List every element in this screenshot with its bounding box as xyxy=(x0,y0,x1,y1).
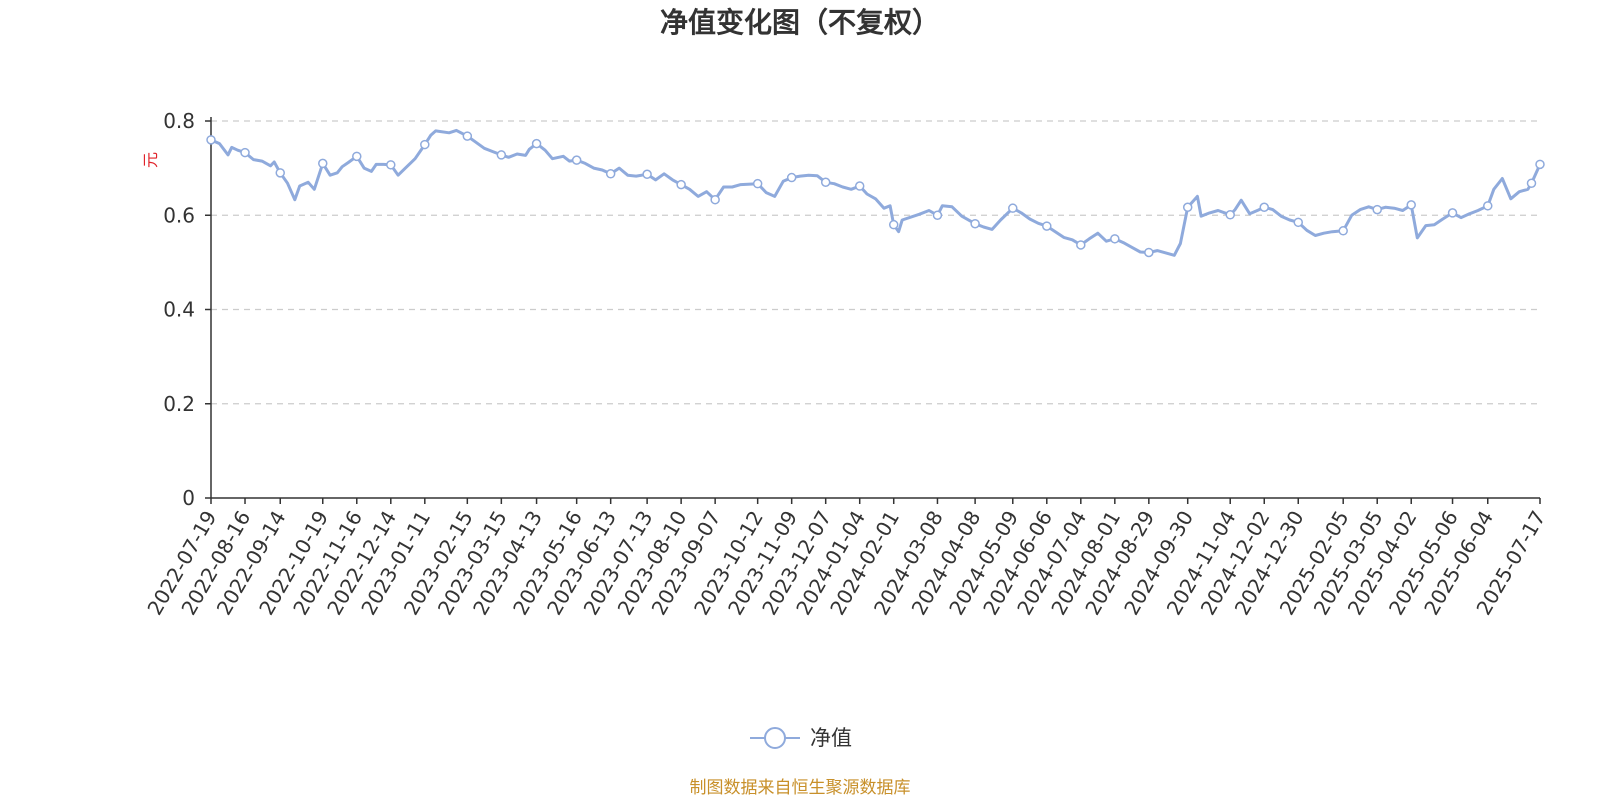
data-point-marker xyxy=(386,160,396,170)
data-point-marker xyxy=(206,135,216,145)
y-tick-label: 0.2 xyxy=(163,392,195,416)
data-point-marker xyxy=(462,131,473,141)
data-point-marker xyxy=(1526,178,1537,188)
data-point-marker xyxy=(1535,159,1545,170)
data-point-marker xyxy=(1110,234,1120,244)
y-tick-label: 0.6 xyxy=(163,203,195,227)
data-point-marker xyxy=(1076,240,1086,250)
data-point-marker xyxy=(1406,200,1416,210)
axes: 00.20.40.60.82022-07-192022-08-162022-09… xyxy=(142,109,1550,619)
data-point-marker xyxy=(1042,221,1052,231)
y-tick-label: 0.8 xyxy=(163,109,195,133)
y-axis-unit-label: 元 xyxy=(141,152,160,168)
data-point-marker xyxy=(1008,203,1018,213)
data-point-marker xyxy=(970,218,980,229)
data-point-marker xyxy=(318,158,328,169)
data-point-marker xyxy=(420,139,430,150)
legend[interactable]: 净值 xyxy=(750,726,852,750)
chart-title: 净值变化图（不复权） xyxy=(660,6,940,39)
series-line-nav xyxy=(209,128,1542,257)
data-point-marker xyxy=(1225,210,1235,220)
data-point-marker xyxy=(710,194,720,205)
data-point-marker xyxy=(642,169,652,180)
data-point-marker xyxy=(1338,226,1348,236)
legend-label: 净值 xyxy=(810,726,852,750)
data-point-marker xyxy=(531,138,542,149)
data-point-marker xyxy=(352,151,362,162)
data-point-marker xyxy=(676,179,686,190)
y-tick-label: 0.4 xyxy=(163,298,195,322)
data-source-note: 制图数据来自恒生聚源数据库 xyxy=(690,778,911,798)
data-point-marker xyxy=(932,210,943,220)
data-point-marker xyxy=(1259,202,1269,212)
data-point-marker xyxy=(1483,201,1493,211)
data-point-marker xyxy=(752,178,763,189)
data-point-marker xyxy=(275,168,285,178)
data-point-marker xyxy=(854,181,865,191)
grid-lines xyxy=(211,120,1540,405)
data-point-marker xyxy=(786,172,797,183)
data-point-marker xyxy=(1447,208,1458,218)
data-point-marker xyxy=(1372,204,1382,215)
data-point-marker xyxy=(496,150,507,160)
legend-circle-icon xyxy=(764,727,786,749)
y-tick-label: 0 xyxy=(182,486,195,510)
data-point-marker xyxy=(240,147,250,158)
data-point-marker xyxy=(820,177,831,188)
data-point-marker xyxy=(571,155,582,165)
series-layer xyxy=(206,128,1545,258)
data-point-marker xyxy=(605,169,616,179)
data-point-marker xyxy=(888,219,899,230)
data-point-marker xyxy=(1144,247,1154,258)
data-point-marker xyxy=(1182,202,1193,212)
data-point-marker xyxy=(1293,217,1304,228)
